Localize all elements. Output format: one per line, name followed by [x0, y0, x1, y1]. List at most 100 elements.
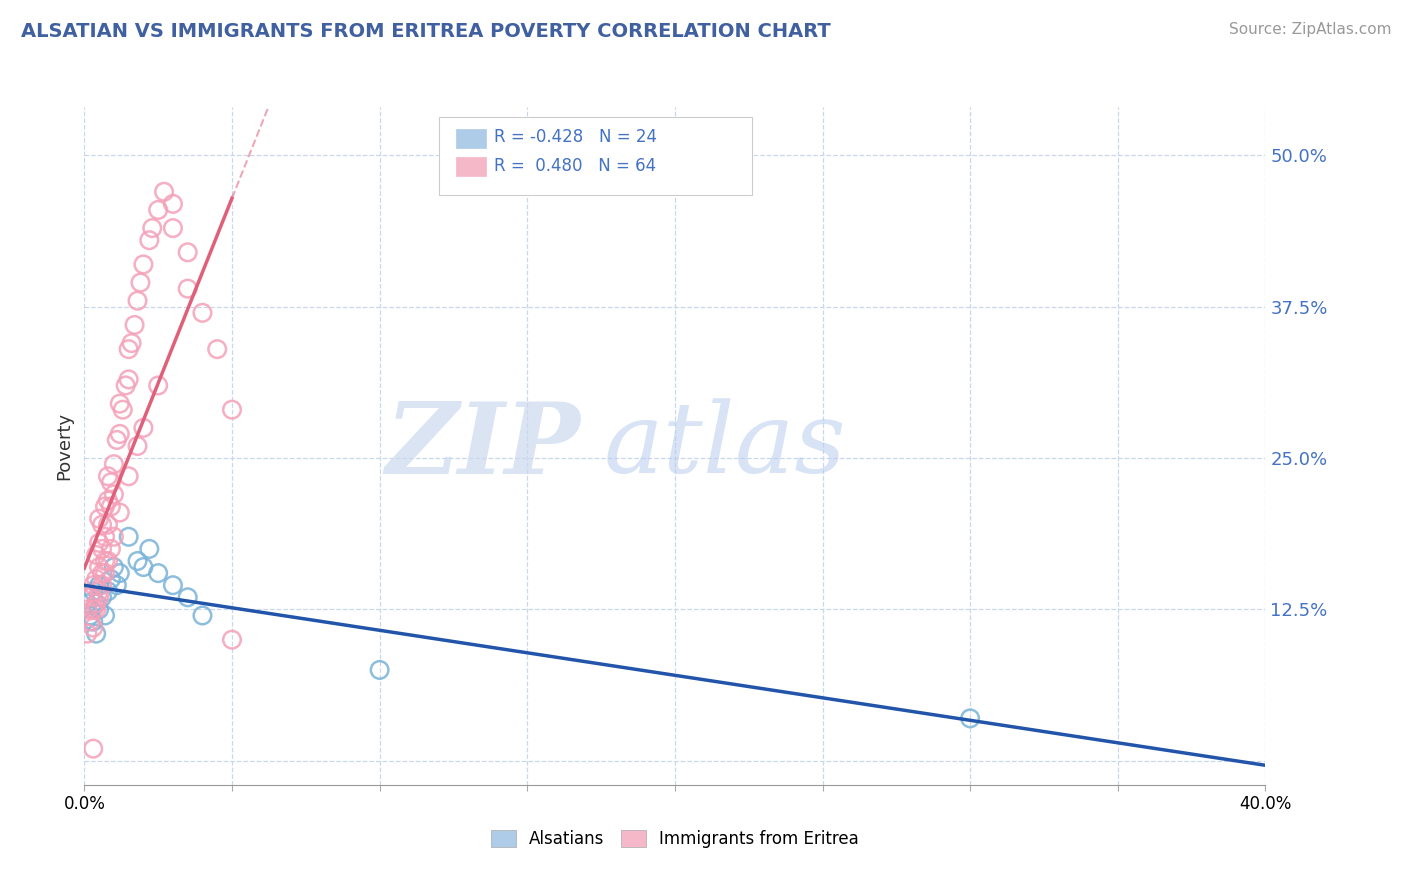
Y-axis label: Poverty: Poverty [55, 412, 73, 480]
Point [87, 591, 111, 605]
Point [82, 621, 104, 635]
Point [87, 536, 111, 550]
Point [91, 566, 114, 581]
Point [97, 584, 120, 599]
Point [100, 475, 122, 490]
Point [97, 554, 120, 568]
Point [191, 306, 214, 320]
Point [118, 342, 141, 356]
Point [100, 500, 122, 514]
Point [91, 591, 114, 605]
Point [118, 530, 141, 544]
Point [97, 493, 120, 508]
FancyBboxPatch shape [457, 128, 486, 148]
Point [221, 402, 243, 417]
Point [148, 378, 170, 392]
Point [97, 517, 120, 532]
Point [82, 741, 104, 756]
Point [82, 584, 104, 599]
Point [121, 336, 143, 351]
Point [118, 372, 141, 386]
Point [103, 487, 125, 501]
Point [94, 530, 117, 544]
Point [191, 608, 214, 623]
Point [111, 402, 134, 417]
Point [87, 584, 111, 599]
Point [127, 293, 149, 308]
Point [127, 439, 149, 453]
Point [87, 511, 111, 525]
Point [105, 433, 128, 447]
Point [76, 602, 98, 616]
Text: R =  0.480   N = 64: R = 0.480 N = 64 [494, 157, 657, 175]
Text: R = -0.428   N = 24: R = -0.428 N = 24 [494, 128, 657, 146]
Point [79, 608, 101, 623]
Point [94, 554, 117, 568]
Point [84, 602, 107, 616]
Text: ZIP: ZIP [385, 398, 581, 494]
Point [100, 572, 122, 586]
Point [162, 221, 184, 235]
Point [84, 548, 107, 562]
Point [91, 578, 114, 592]
Point [94, 566, 117, 581]
Point [97, 469, 120, 483]
Point [103, 457, 125, 471]
Point [368, 663, 391, 677]
Point [84, 596, 107, 610]
Point [103, 560, 125, 574]
Point [82, 615, 104, 629]
Point [148, 566, 170, 581]
Point [108, 396, 131, 410]
Point [108, 566, 131, 581]
Point [177, 245, 200, 260]
Point [84, 572, 107, 586]
Point [221, 632, 243, 647]
Text: atlas: atlas [605, 399, 846, 493]
Point [124, 318, 146, 332]
Legend: Alsatians, Immigrants from Eritrea: Alsatians, Immigrants from Eritrea [484, 823, 866, 855]
Point [118, 469, 141, 483]
Point [87, 560, 111, 574]
Point [108, 426, 131, 441]
Point [84, 596, 107, 610]
Point [132, 257, 155, 271]
Point [177, 282, 200, 296]
Point [100, 541, 122, 556]
Point [207, 342, 229, 356]
Point [87, 602, 111, 616]
Point [127, 554, 149, 568]
Point [82, 578, 104, 592]
Point [94, 608, 117, 623]
Point [94, 500, 117, 514]
Point [162, 578, 184, 592]
Point [138, 541, 160, 556]
Point [79, 591, 101, 605]
Point [76, 596, 98, 610]
Point [138, 233, 160, 247]
FancyBboxPatch shape [439, 117, 752, 195]
Text: Source: ZipAtlas.com: Source: ZipAtlas.com [1229, 22, 1392, 37]
Text: ALSATIAN VS IMMIGRANTS FROM ERITREA POVERTY CORRELATION CHART: ALSATIAN VS IMMIGRANTS FROM ERITREA POVE… [21, 22, 831, 41]
Point [162, 197, 184, 211]
Point [105, 578, 128, 592]
Point [82, 602, 104, 616]
Point [91, 517, 114, 532]
Point [148, 202, 170, 217]
Point [87, 578, 111, 592]
Point [79, 615, 101, 629]
Point [129, 276, 152, 290]
Point [108, 506, 131, 520]
Point [141, 221, 163, 235]
Point [84, 626, 107, 640]
Point [91, 541, 114, 556]
Point [959, 711, 981, 725]
Point [76, 626, 98, 640]
Point [103, 530, 125, 544]
Point [114, 378, 136, 392]
Point [153, 185, 176, 199]
Point [132, 421, 155, 435]
Point [132, 560, 155, 574]
Point [177, 591, 200, 605]
FancyBboxPatch shape [457, 157, 486, 177]
